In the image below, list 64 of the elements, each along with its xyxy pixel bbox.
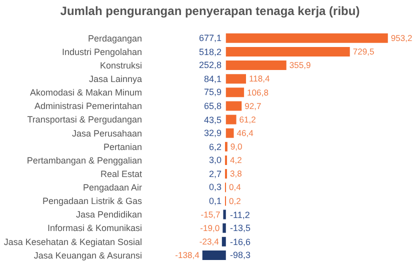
annotation: 65,8: [204, 101, 222, 111]
annotation: 3,0: [209, 155, 222, 165]
bar: [226, 74, 246, 84]
data-label: 9,0: [230, 142, 243, 152]
bar: [226, 46, 350, 56]
annotation: 252,8: [199, 60, 222, 70]
data-label: -23,4: [199, 236, 220, 246]
data-label: 0,4: [229, 182, 242, 192]
annotation: 0,1: [209, 196, 222, 206]
annotation: 2,7: [209, 169, 222, 179]
annotation: 0,3: [209, 182, 222, 192]
y-tick-label: Perdagangan: [88, 33, 142, 44]
y-tick-label: Konstruksi: [100, 60, 142, 70]
y-tick-label: Pertanian: [103, 142, 142, 152]
bar: [226, 114, 236, 124]
bar: [202, 250, 226, 260]
y-tick-label: Pengadaan Listrik & Gas: [42, 196, 142, 206]
y-tick-label: Jasa Kesehatan & Kegiatan Sosial: [4, 236, 142, 247]
chart-title: Jumlah pengurangan penyerapan tenaga kerja (ribu): [60, 4, 360, 18]
bar: [222, 223, 226, 233]
annotation: 43,5: [204, 115, 222, 125]
y-tick-label: Jasa Perusahaan: [72, 128, 142, 138]
annotation: 6,2: [209, 142, 222, 152]
y-tick-label: Pertambangan & Penggalian: [26, 155, 142, 166]
annotation: -98,3: [230, 250, 251, 260]
y-tick-label: Administrasi Pemerintahan: [34, 101, 142, 112]
bar: [222, 236, 226, 246]
data-label: 46,4: [236, 128, 254, 138]
data-label: -19,0: [200, 222, 220, 233]
annotation: 32,9: [204, 128, 222, 138]
data-label: 92,7: [244, 100, 262, 111]
data-label: 953,2: [390, 32, 413, 43]
data-label: 0,2: [229, 196, 242, 206]
annotation: 677,1: [199, 33, 222, 43]
bar: [226, 101, 242, 111]
y-tick-label: Industri Pengolahan: [62, 46, 142, 57]
annotation: -11,2: [230, 210, 250, 220]
y-tick-label: Jasa Pendidikan: [76, 210, 142, 220]
data-label: 3,8: [230, 168, 242, 179]
data-label: 61,2: [239, 114, 256, 124]
y-tick-label: Transportasi & Pergudangan: [27, 114, 142, 125]
bar: [226, 33, 388, 43]
data-label: 729,5: [352, 46, 374, 57]
y-tick-label: Informasi & Komunikasi: [47, 223, 142, 234]
bar: [226, 128, 234, 138]
data-label: 4,2: [230, 155, 242, 166]
annotation: 75,9: [204, 87, 222, 97]
y-tick-label: Real Estat: [100, 168, 142, 179]
data-label: -15,7: [200, 209, 220, 220]
bar: [226, 60, 286, 70]
bar: [223, 210, 226, 220]
bar: [226, 88, 244, 98]
annotation: 518,2: [199, 47, 222, 57]
data-label: 106,8: [247, 87, 269, 98]
annotation: -13,5: [230, 223, 251, 233]
data-label: 355,9: [289, 60, 311, 70]
data-label: -138,4: [175, 250, 200, 260]
y-tick-label: Akomodasi & Makan Minum: [30, 88, 142, 98]
data-label: 118,4: [249, 74, 270, 84]
y-tick-label: Pengadaan Air: [82, 182, 142, 193]
annotation: 84,1: [204, 74, 222, 84]
annotation: -16,6: [230, 237, 251, 247]
y-tick-label: Jasa Lainnya: [88, 74, 142, 84]
y-tick-label: Jasa Keuangan & Asuransi: [34, 250, 142, 260]
